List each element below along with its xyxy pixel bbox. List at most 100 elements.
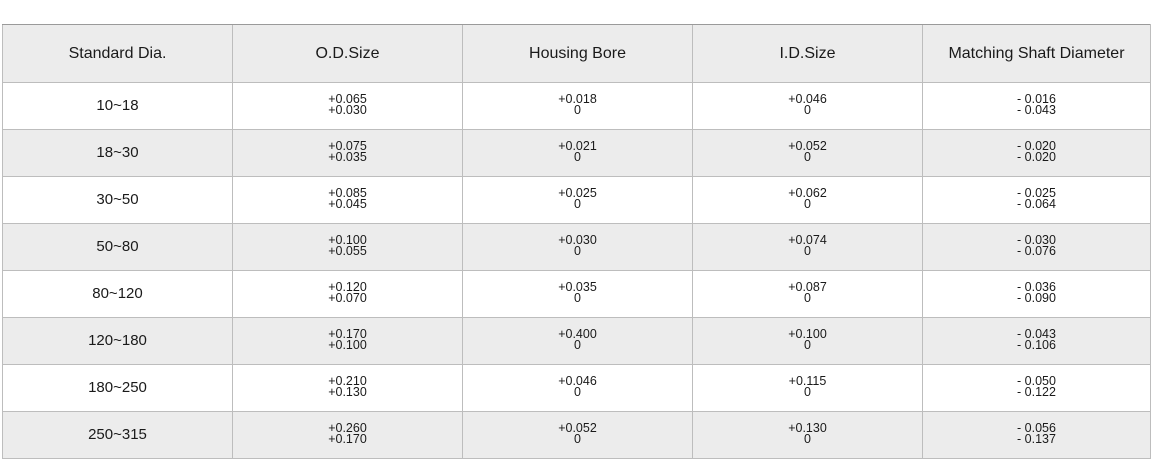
tolerance-lower-value: 0 [804,384,811,399]
tolerance-pair: +0.062 0 [788,186,827,211]
od-size-cell: +0.210 +0.130 [232,364,463,412]
tolerance-lower-value: +0.100 [328,337,367,352]
tolerance-upper-value: - 0.036 [1017,279,1056,294]
od-size-cell: +0.120 +0.070 [232,270,463,318]
table-top-rule [2,24,1150,25]
tolerance-upper-value: +0.065 [328,91,367,106]
tolerance-pair: +0.052 0 [788,138,827,163]
id-size-cell: +0.074 0 [692,223,923,271]
tolerance-upper-value: +0.100 [328,232,367,247]
tolerance-lower-value: +0.035 [328,149,367,164]
tolerance-pair: - 0.030- 0.076 [1017,232,1056,258]
tolerance-pair: - 0.036- 0.090 [1017,279,1056,305]
tolerance-upper-value: +0.260 [328,420,367,435]
tolerance-pair: - 0.056- 0.137 [1017,420,1056,446]
shaft-diameter-cell: - 0.016- 0.043 [922,82,1151,130]
tolerance-pair: - 0.020- 0.020 [1017,138,1056,164]
tolerance-lower-value: 0 [804,102,811,117]
tolerance-lower-value: 0 [574,196,581,211]
tolerance-upper-value: - 0.030 [1017,232,1056,247]
tolerance-lower-value: - 0.076 [1017,243,1056,258]
tolerance-pair: +0.130 0 [788,420,827,446]
tolerance-lower-value: +0.070 [328,290,367,305]
table-row: 10~18 +0.065 +0.030 +0.018 0 +0.046 0- 0.016- … [2,82,1151,130]
tolerance-lower-value: 0 [804,290,811,305]
tolerance-lower-value: 0 [804,431,811,446]
id-size-cell: +0.115 0 [692,364,923,412]
tolerance-upper-value: +0.021 [558,138,597,153]
standard-dia-value: 180~250 [88,379,147,396]
id-size-cell: +0.062 0 [692,176,923,224]
tolerance-upper-value: +0.085 [328,185,367,200]
tolerance-upper-value: +0.400 [558,326,597,341]
tolerance-pair: +0.085 +0.045 [328,185,367,210]
tolerance-lower-value: - 0.090 [1017,290,1056,305]
standard-dia-value: 30~50 [96,191,139,208]
tolerance-upper-value: - 0.050 [1017,373,1056,388]
tolerance-pair: +0.052 0 [558,420,597,446]
tolerance-upper-value: +0.075 [328,138,367,153]
tolerance-lower-value: - 0.043 [1017,102,1056,117]
od-size-cell: +0.260 +0.170 [232,411,463,459]
standard-dia-cell: 18~30 [2,129,233,177]
tolerance-lower-value: 0 [574,290,581,305]
od-size-cell: +0.100 +0.055 [232,223,463,271]
tolerance-pair: +0.074 0 [788,232,827,258]
standard-dia-cell: 10~18 [2,82,233,130]
tolerance-table-container: Standard Dia. O.D.Size Housing Bore I.D.… [2,24,1151,459]
tolerance-lower-value: 0 [804,243,811,258]
standard-dia-value: 10~18 [96,97,139,114]
tolerance-upper-value: +0.018 [558,91,597,106]
shaft-diameter-cell: - 0.030- 0.076 [922,223,1151,271]
housing-bore-cell: +0.025 0 [462,176,693,224]
tolerance-upper-value: +0.052 [788,138,827,153]
tolerance-upper-value: +0.074 [788,232,827,247]
tolerance-upper-value: +0.052 [558,420,597,435]
tolerance-pair: +0.400 0 [558,326,597,352]
tolerance-pair: +0.100 0 [788,327,827,352]
id-size-cell: +0.052 0 [692,129,923,177]
tolerance-lower-value: 0 [574,431,581,446]
tolerance-upper-value: +0.030 [558,232,597,247]
table-row: 50~80 +0.100 +0.055 +0.030 0 +0.074 0- 0.030- … [2,223,1151,271]
standard-dia-value: 80~120 [92,285,143,302]
shaft-diameter-cell: - 0.025- 0.064 [922,176,1151,224]
shaft-diameter-cell: - 0.043- 0.106 [922,317,1151,365]
tolerance-lower-value: - 0.137 [1017,431,1056,446]
tolerance-pair: +0.170 +0.100 [328,326,367,352]
tolerance-lower-value: 0 [804,196,811,211]
standard-dia-value: 18~30 [96,144,139,161]
tolerance-lower-value: - 0.020 [1017,149,1056,164]
shaft-diameter-cell: - 0.050- 0.122 [922,364,1151,412]
tolerance-pair: - 0.025- 0.064 [1017,185,1056,210]
tolerance-upper-value: +0.130 [788,420,827,435]
tolerance-upper-value: +0.035 [558,279,597,294]
tolerance-upper-value: +0.170 [328,326,367,341]
tolerance-upper-value: +0.210 [328,373,367,388]
tolerance-upper-value: - 0.056 [1017,420,1056,435]
tolerance-lower-value: 0 [574,102,581,117]
tolerance-upper-value: - 0.043 [1017,326,1056,341]
tolerance-pair: - 0.016- 0.043 [1017,92,1056,117]
tolerance-lower-value: 0 [574,337,581,352]
tolerance-pair: +0.021 0 [558,138,597,163]
shaft-diameter-cell: - 0.020- 0.020 [922,129,1151,177]
tolerance-upper-value: - 0.020 [1017,138,1056,153]
tolerance-lower-value: 0 [574,243,581,258]
tolerance-lower-value: 0 [804,337,811,352]
housing-bore-cell: +0.046 0 [462,364,693,412]
tolerance-pair: - 0.050- 0.122 [1017,373,1056,398]
id-size-cell: +0.100 0 [692,317,923,365]
table-row: 18~30 +0.075 +0.035 +0.021 0 +0.052 0 - 0.020- … [2,129,1151,177]
tolerance-pair: +0.120 +0.070 [328,279,367,305]
tolerance-pair: +0.018 0 [558,91,597,117]
tolerance-lower-value: +0.055 [328,243,367,258]
id-size-cell: +0.046 0 [692,82,923,130]
tolerance-pair: +0.025 0 [558,186,597,211]
tolerance-upper-value: - 0.025 [1017,185,1056,200]
header-id-size: I.D.Size [692,24,923,83]
tolerance-lower-value: +0.170 [328,431,367,446]
standard-dia-cell: 50~80 [2,223,233,271]
tolerance-upper-value: +0.120 [328,279,367,294]
standard-dia-value: 50~80 [96,238,139,255]
